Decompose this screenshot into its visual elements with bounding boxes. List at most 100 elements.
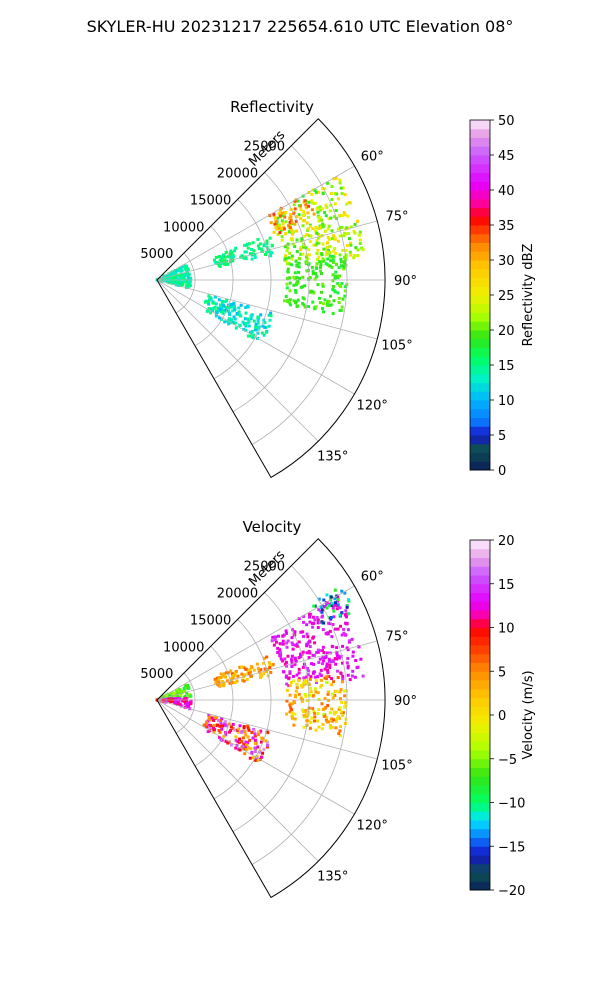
- echo-cell: [246, 735, 250, 739]
- echo-cell: [222, 684, 226, 688]
- echo-cell: [333, 693, 337, 697]
- echo-cell: [319, 265, 323, 269]
- echo-cell: [172, 272, 176, 276]
- echo-cell: [187, 686, 191, 690]
- echo-cell: [244, 667, 248, 671]
- radial-tick-label: 10000: [163, 640, 204, 655]
- echo-cell: [295, 673, 299, 677]
- echo-cell: [278, 642, 282, 646]
- echo-cell: [265, 251, 269, 255]
- colorbar-segment: [470, 776, 490, 786]
- echo-cell: [311, 671, 315, 675]
- echo-cell: [338, 613, 342, 617]
- colorbar-segment: [470, 461, 490, 471]
- echo-cell: [259, 313, 263, 317]
- colorbar-segment: [470, 802, 490, 812]
- echo-cell: [299, 204, 303, 208]
- echo-cell: [290, 237, 294, 241]
- echo-cell: [269, 314, 273, 318]
- echo-cell: [295, 215, 299, 219]
- echo-cell: [331, 285, 335, 289]
- echo-cell: [317, 708, 321, 712]
- echo-cell: [285, 286, 289, 290]
- echo-cell: [284, 254, 288, 258]
- echo-cell: [336, 227, 340, 231]
- echo-cell: [248, 667, 252, 671]
- echo-cell: [296, 304, 300, 308]
- colorbar-segment: [470, 583, 490, 593]
- echo-cell: [284, 294, 288, 298]
- echo-cell: [253, 750, 257, 754]
- echo-cell: [303, 692, 307, 696]
- echo-cell: [345, 244, 349, 248]
- echo-cell: [288, 262, 292, 266]
- echo-cell: [316, 210, 320, 214]
- echo-cell: [212, 723, 216, 727]
- echo-cell: [231, 320, 235, 324]
- echo-cell: [230, 680, 234, 684]
- echo-cell: [259, 668, 263, 672]
- echo-cell: [293, 222, 297, 226]
- echo-cell: [305, 269, 309, 273]
- echo-cell: [172, 695, 176, 699]
- colorbar-tick-label: 45: [498, 149, 515, 164]
- echo-cell: [165, 274, 169, 278]
- echo-cell: [321, 257, 325, 261]
- echo-cell: [218, 258, 222, 262]
- colorbar-tick-label: 5: [498, 429, 506, 444]
- echo-cell: [339, 654, 343, 658]
- echo-cell: [218, 724, 222, 728]
- echo-cell: [292, 203, 296, 207]
- echo-cell: [317, 608, 321, 612]
- echo-cell: [321, 307, 325, 311]
- echo-cell: [299, 246, 303, 250]
- echo-cell: [257, 326, 261, 330]
- azimuth-spoke: [156, 279, 378, 340]
- echo-cell: [347, 639, 351, 643]
- azimuth-tick-label: 120°: [357, 398, 388, 413]
- echo-cell: [250, 248, 254, 252]
- echo-cell: [288, 303, 292, 307]
- echo-cell: [289, 706, 293, 710]
- radial-tick-label: 15000: [190, 193, 231, 208]
- echo-cell: [302, 214, 306, 218]
- echo-cell: [342, 627, 346, 631]
- echo-cell: [295, 686, 299, 690]
- echo-cell: [217, 728, 221, 732]
- range-ring: [213, 619, 272, 800]
- echo-cell: [290, 664, 294, 668]
- echo-cell: [356, 254, 360, 258]
- echo-cell: [317, 660, 321, 664]
- echo-cell: [325, 677, 329, 681]
- echo-cell: [187, 694, 191, 698]
- colorbar-segment: [470, 417, 490, 427]
- echo-cell: [297, 677, 301, 681]
- echo-cell: [238, 737, 242, 741]
- echo-cell: [256, 237, 260, 241]
- echo-cell: [219, 672, 223, 676]
- echo-cell: [174, 700, 178, 704]
- echo-cell: [325, 680, 329, 684]
- echo-cell: [315, 262, 319, 266]
- echo-cell: [271, 662, 275, 666]
- echo-cell: [251, 756, 255, 760]
- echo-cell: [339, 709, 343, 713]
- echo-cell: [319, 668, 323, 672]
- echo-cell: [244, 322, 248, 326]
- echo-cell: [237, 740, 241, 744]
- echo-cell: [311, 615, 315, 619]
- echo-cell: [293, 656, 297, 660]
- echo-cell: [278, 214, 282, 218]
- colorbar-segment: [470, 190, 490, 200]
- echo-cell: [268, 318, 272, 322]
- echo-cell: [290, 654, 294, 658]
- echo-cell: [346, 656, 350, 660]
- echo-cell: [314, 679, 318, 683]
- echo-cell: [342, 234, 346, 238]
- echo-cell: [230, 672, 234, 676]
- echo-cell: [351, 650, 355, 654]
- echo-cell: [230, 257, 234, 261]
- echo-cell: [325, 602, 329, 606]
- colorbar-segment: [470, 828, 490, 838]
- echo-cell: [327, 303, 331, 307]
